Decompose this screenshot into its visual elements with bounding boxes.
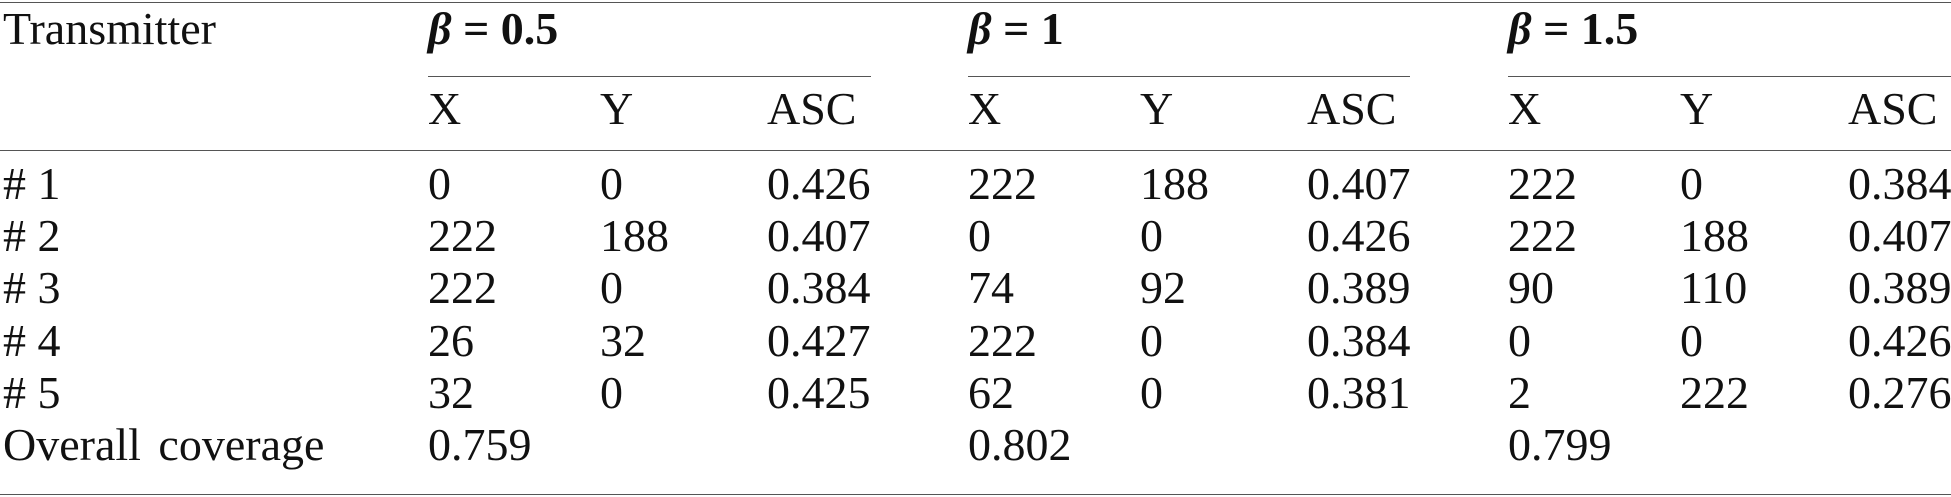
table-cell: 222 [968, 315, 1037, 366]
header-bottom-rule [0, 150, 1951, 151]
row-label: # 5 [3, 367, 61, 418]
table-cell: 0.389 [1848, 262, 1951, 313]
table-cell: 0 [600, 262, 623, 313]
table-cell: 0 [1680, 315, 1703, 366]
group-rule-beta-1 [968, 76, 1410, 77]
overall-coverage-value: 0.802 [968, 419, 1072, 470]
table-cell: 0.384 [1307, 315, 1411, 366]
subcolumn-header: ASC [1848, 83, 1938, 134]
table-cell: 0.389 [1307, 262, 1411, 313]
table-cell: 110 [1680, 262, 1748, 313]
table-cell: 0.407 [1848, 210, 1951, 261]
table-cell: 222 [428, 210, 497, 261]
table-cell: 0 [1680, 158, 1703, 209]
table-cell: 188 [1140, 158, 1209, 209]
group-rule-beta-0.5 [428, 76, 871, 77]
table-cell: 90 [1508, 262, 1554, 313]
table-cell: 188 [1680, 210, 1749, 261]
table-cell: 222 [1680, 367, 1749, 418]
beta-value: = 1 [991, 3, 1064, 54]
table-top-rule [0, 2, 1951, 3]
subcolumn-header: X [428, 83, 462, 134]
table-cell: 62 [968, 367, 1014, 418]
row-label: # 3 [3, 262, 61, 313]
beta-symbol: β [1508, 3, 1532, 54]
table-cell: 0 [1508, 315, 1531, 366]
table-cell: 0.426 [767, 158, 871, 209]
table-cell: 0 [1140, 367, 1163, 418]
table-cell: 222 [1508, 158, 1577, 209]
table-cell: 74 [968, 262, 1014, 313]
overall-coverage-value: 0.799 [1508, 419, 1612, 470]
group-header-beta: β = 0.5 [428, 6, 558, 52]
table-bottom-rule [0, 494, 1951, 495]
table-cell: 0.427 [767, 315, 871, 366]
table-cell: 222 [428, 262, 497, 313]
subcolumn-header: Y [1140, 83, 1174, 134]
table-cell: 0 [600, 158, 623, 209]
subcolumn-header: X [968, 83, 1002, 134]
table-cell: 0.426 [1848, 315, 1951, 366]
table-cell: 0 [1140, 210, 1163, 261]
group-header-beta: β = 1 [968, 6, 1064, 52]
table-cell: 2 [1508, 367, 1531, 418]
table-cell: 0.381 [1307, 367, 1411, 418]
beta-symbol: β [968, 3, 992, 54]
beta-value: = 0.5 [451, 3, 559, 54]
table-cell: 222 [1508, 210, 1577, 261]
table-cell: 0.407 [767, 210, 871, 261]
overall-coverage-label: Overall coverage [3, 419, 325, 470]
table-cell: 32 [600, 315, 646, 366]
subcolumn-header: X [1508, 83, 1542, 134]
table-cell: 188 [600, 210, 669, 261]
subcolumn-header: Y [600, 83, 634, 134]
subcolumn-header: ASC [1307, 83, 1397, 134]
table-cell: 0 [1140, 315, 1163, 366]
table-cell: 26 [428, 315, 474, 366]
group-header-beta: β = 1.5 [1508, 6, 1638, 52]
subcolumn-header: Y [1680, 83, 1714, 134]
row-label: # 2 [3, 210, 61, 261]
row-label: # 1 [3, 158, 61, 209]
row-label: # 4 [3, 315, 61, 366]
table-cell: 0.425 [767, 367, 871, 418]
overall-coverage-value: 0.759 [428, 419, 532, 470]
table-cell: 0 [600, 367, 623, 418]
group-rule-beta-1.5 [1508, 76, 1951, 77]
header-transmitter: Transmitter [3, 3, 216, 54]
beta-value: = 1.5 [1531, 3, 1639, 54]
table-cell: 0 [428, 158, 451, 209]
table-cell: 0.276 [1848, 367, 1951, 418]
table-cell: 222 [968, 158, 1037, 209]
table-cell: 0.407 [1307, 158, 1411, 209]
table-cell: 32 [428, 367, 474, 418]
table-cell: 0.384 [1848, 158, 1951, 209]
table-cell: 0 [968, 210, 991, 261]
table-cell: 92 [1140, 262, 1186, 313]
table-cell: 0.426 [1307, 210, 1411, 261]
subcolumn-header: ASC [767, 83, 857, 134]
beta-symbol: β [428, 3, 452, 54]
table-cell: 0.384 [767, 262, 871, 313]
